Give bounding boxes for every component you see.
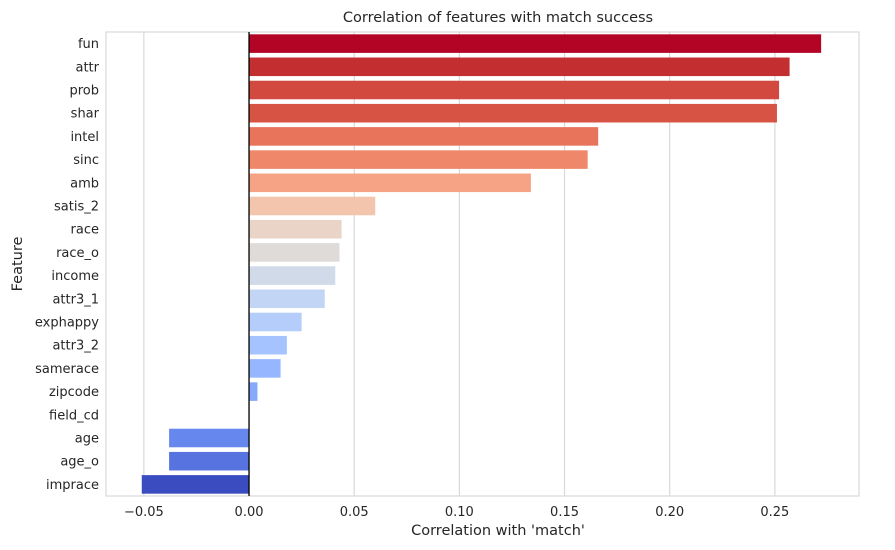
y-tick-label: exphappy (35, 316, 99, 331)
bar-imprace (141, 475, 250, 494)
chart-title: Correlation of features with match succe… (343, 10, 653, 26)
y-tick-label: zipcode (49, 385, 99, 400)
x-tick-label: 0.15 (550, 505, 579, 520)
y-tick-label: race (71, 223, 99, 238)
y-tick-label: field_cd (49, 408, 99, 423)
y-tick-label: income (51, 269, 99, 284)
bar-age_o (169, 451, 250, 471)
bar-sinc (249, 150, 588, 169)
bar-satis_2 (249, 196, 376, 216)
y-tick-label: shar (71, 107, 100, 122)
bar-attr3_2 (249, 335, 287, 355)
bar-fun (249, 34, 822, 53)
y-tick-label: satis_2 (54, 200, 99, 215)
bar-intel (249, 127, 599, 146)
bar-attr3_1 (249, 289, 325, 309)
bar-attr (249, 57, 790, 77)
plot-frame (105, 31, 860, 497)
y-tick-label: fun (78, 37, 99, 52)
y-tick-label: race_o (56, 246, 99, 261)
bar-race (249, 219, 342, 239)
x-tick-label: −0.05 (124, 505, 164, 520)
y-tick-label: attr3_1 (52, 292, 99, 307)
x-tick-label: 0.20 (655, 505, 684, 520)
y-tick-label: age (75, 432, 99, 447)
y-tick-label: prob (69, 84, 99, 99)
bar-age (169, 428, 250, 448)
y-tick-label: intel (70, 130, 99, 145)
y-tick-label: samerace (35, 362, 99, 377)
bar-income (249, 266, 336, 285)
y-axis-title: Feature (10, 237, 26, 292)
y-tick-label: sinc (73, 153, 99, 168)
bar-samerace (249, 359, 281, 378)
y-tick-label: age_o (60, 455, 99, 470)
y-tick-label: attr3_2 (52, 339, 99, 354)
x-tick-label: 0.25 (760, 505, 789, 520)
bar-amb (249, 173, 531, 193)
y-tick-label: imprace (46, 478, 99, 493)
bars (141, 34, 822, 494)
bar-exphappy (249, 312, 302, 332)
x-axis-title: Correlation with 'match' (411, 523, 585, 539)
y-tick-label: attr (75, 60, 99, 75)
x-tick-label: 0.10 (445, 505, 474, 520)
bar-shar (249, 103, 777, 123)
y-tick-label: amb (70, 176, 99, 191)
x-tick-label: 0.05 (340, 505, 369, 520)
bar-race_o (249, 243, 340, 262)
x-tick-labels: −0.05 0.00 0.05 0.10 0.15 0.20 0.25 (124, 505, 789, 520)
bar-zipcode (249, 382, 258, 401)
x-tick-label: 0.00 (235, 505, 264, 520)
bar-prob (249, 80, 780, 100)
